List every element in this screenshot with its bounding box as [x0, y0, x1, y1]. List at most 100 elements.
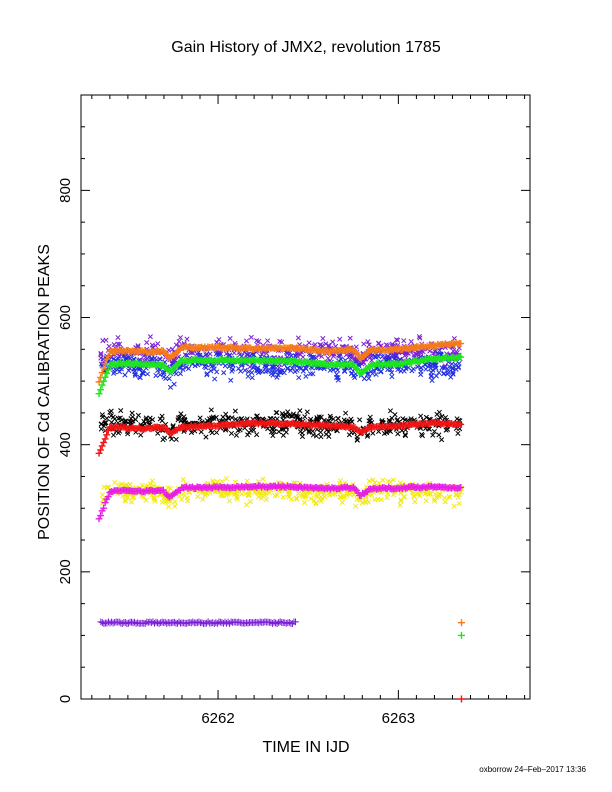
- data-point: [452, 361, 458, 368]
- data-point: [200, 496, 206, 502]
- data-point: [273, 620, 281, 628]
- data-point: [212, 489, 218, 495]
- data-point: [235, 618, 243, 626]
- data-point: [403, 352, 409, 358]
- data-point: [254, 413, 260, 419]
- data-point: [272, 364, 278, 370]
- data-point: [310, 371, 316, 377]
- data-point: [143, 497, 149, 503]
- data-point: [366, 478, 372, 484]
- data-point: [197, 352, 203, 358]
- data-point: [109, 619, 117, 627]
- data-point: [224, 491, 231, 497]
- data-point: [313, 500, 319, 506]
- data-point: [210, 478, 216, 484]
- data-point: [432, 491, 439, 497]
- data-point: [433, 373, 439, 379]
- data-point: [351, 372, 357, 379]
- data-point: [104, 415, 110, 421]
- data-point: [226, 498, 232, 504]
- data-point: [214, 479, 220, 485]
- data-point: [439, 437, 445, 443]
- data-point: [417, 335, 423, 341]
- data-point: [299, 492, 305, 498]
- data-point: [304, 358, 311, 366]
- data-point: [216, 336, 222, 343]
- data-point: [365, 339, 371, 345]
- data-point: [95, 449, 103, 457]
- data-point: [124, 493, 130, 499]
- data-point: [353, 344, 359, 350]
- data-point: [179, 423, 187, 430]
- data-point: [179, 497, 185, 503]
- data-point: [376, 428, 382, 435]
- data-point: [426, 426, 432, 432]
- data-point: [206, 416, 213, 422]
- data-point: [172, 499, 178, 505]
- data-point: [419, 421, 426, 429]
- data-point: [197, 415, 203, 421]
- data-point: [255, 494, 262, 500]
- data-point: [381, 430, 387, 436]
- data-point: [322, 421, 330, 429]
- data-point: [455, 420, 463, 428]
- data-point: [445, 426, 451, 432]
- data-point: [457, 484, 465, 491]
- data-point: [318, 494, 324, 500]
- data-point: [149, 417, 156, 423]
- data-point: [245, 492, 251, 498]
- data-point: [106, 343, 112, 349]
- data-point: [378, 369, 384, 375]
- data-point: [111, 342, 117, 348]
- data-point: [170, 423, 176, 429]
- data-point: [293, 412, 299, 418]
- data-point: [101, 484, 107, 490]
- data-point: [97, 512, 104, 519]
- data-point: [320, 360, 328, 368]
- data-point: [117, 415, 123, 421]
- data-point: [285, 409, 291, 415]
- data-point: [244, 619, 252, 627]
- data-point: [222, 363, 228, 369]
- data-point: [353, 365, 360, 373]
- data-point: [111, 369, 118, 375]
- data-point: [343, 410, 349, 416]
- data-point: [186, 366, 192, 372]
- data-point: [110, 414, 116, 420]
- data-point: [289, 620, 296, 628]
- data-point: [306, 340, 312, 346]
- data-point: [225, 356, 233, 363]
- data-point: [123, 482, 129, 488]
- data-point: [152, 618, 160, 626]
- data-point: [249, 370, 255, 376]
- data-point: [186, 357, 193, 365]
- data-point: [101, 360, 109, 368]
- data-point: [100, 620, 108, 627]
- data-point: [184, 336, 190, 342]
- data-point: [348, 346, 356, 354]
- data-point: [131, 618, 138, 626]
- data-point: [302, 365, 309, 371]
- data-point: [449, 353, 457, 361]
- data-point: [239, 491, 245, 497]
- data-point: [400, 416, 406, 422]
- plot-frame: [80, 94, 531, 700]
- data-point: [423, 366, 429, 372]
- data-point: [335, 367, 341, 373]
- data-point: [290, 356, 298, 364]
- data-point: [356, 369, 363, 377]
- data-point: [249, 375, 255, 381]
- data-point: [308, 354, 314, 360]
- data-point: [437, 491, 443, 497]
- data-point: [341, 493, 347, 499]
- y-tick-label: 0: [57, 695, 74, 703]
- data-point: [109, 488, 117, 496]
- data-point: [228, 430, 235, 436]
- data-point: [418, 413, 424, 419]
- data-point: [243, 338, 250, 344]
- data-point: [149, 478, 155, 484]
- data-point: [123, 498, 129, 504]
- data-point: [169, 346, 176, 352]
- data-point: [118, 366, 124, 372]
- data-point: [137, 366, 143, 372]
